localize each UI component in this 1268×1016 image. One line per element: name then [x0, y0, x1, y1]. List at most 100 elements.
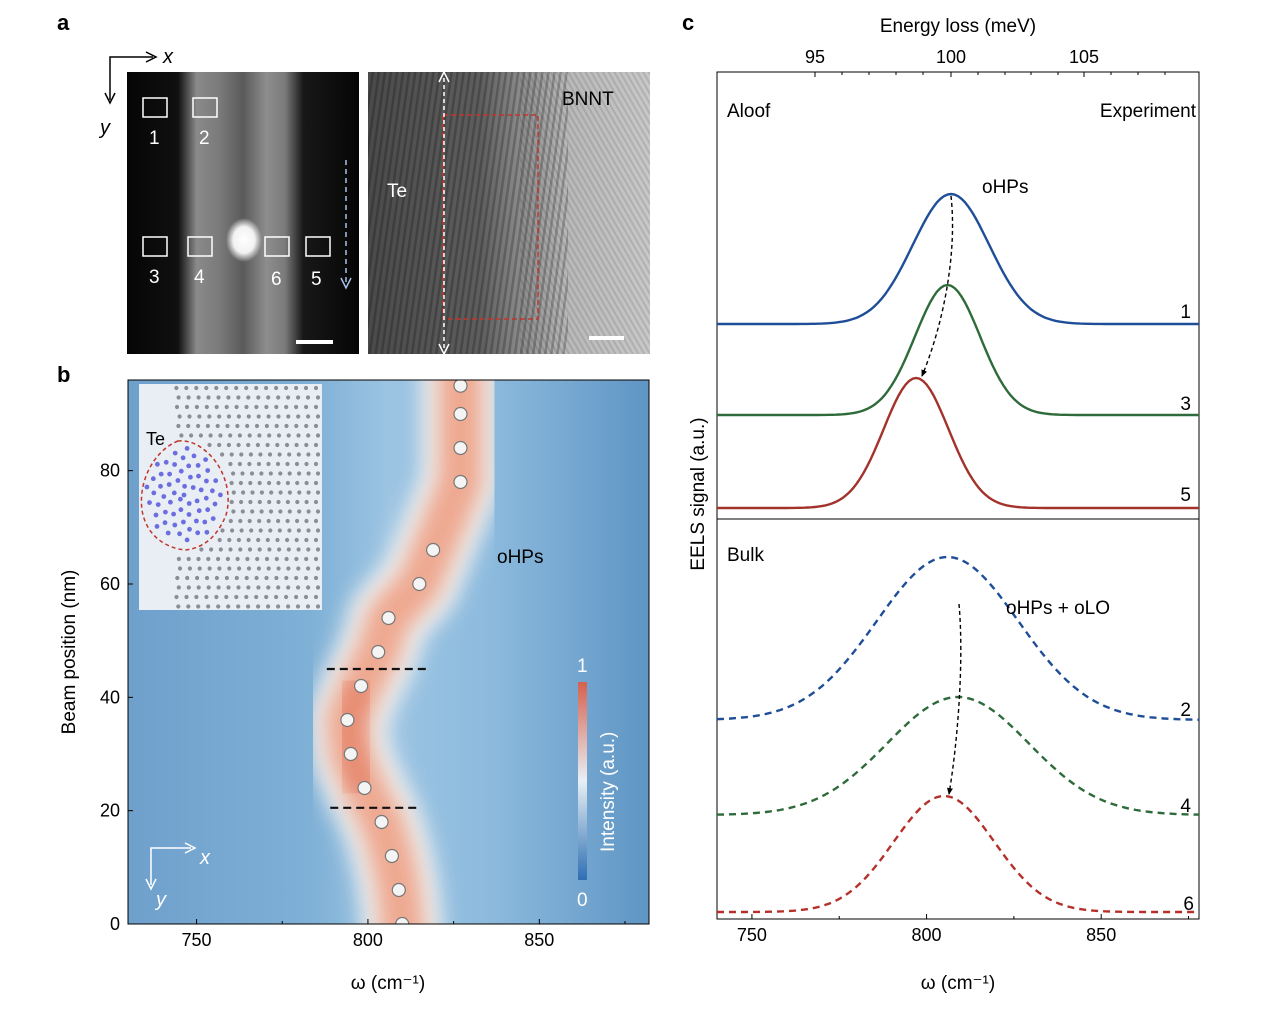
lattice-atom	[255, 556, 260, 562]
lattice-atom	[228, 461, 233, 467]
te-atom	[181, 519, 186, 525]
lattice-atom	[276, 518, 281, 524]
lattice-atom	[226, 604, 231, 609]
lattice-atom	[224, 594, 229, 600]
lattice-atom	[315, 604, 321, 609]
lattice-atom	[206, 604, 211, 609]
lattice-atom	[315, 528, 321, 533]
lattice-atom	[294, 442, 299, 448]
te-atom	[158, 471, 164, 477]
lattice-atom	[216, 585, 221, 590]
lattice-atom	[315, 566, 321, 571]
lattice-atom	[295, 499, 300, 505]
lattice-atom	[294, 594, 299, 600]
te-atom	[161, 494, 167, 499]
lattice-atom	[247, 461, 252, 467]
lattice-atom	[207, 414, 212, 419]
y-tick-label: 20	[100, 801, 120, 821]
te-atom	[195, 530, 201, 536]
lattice-atom	[244, 594, 249, 600]
lattice-atom	[303, 385, 309, 391]
lattice-atom	[256, 414, 261, 419]
te-atom	[203, 457, 209, 462]
lattice-atom	[246, 604, 251, 609]
inset-te-label: Te	[146, 429, 165, 449]
lattice-atom	[267, 499, 272, 505]
lattice-atom	[286, 547, 291, 552]
lattice-atom	[304, 423, 309, 429]
lattice-atom	[176, 585, 181, 590]
probe-box-6	[264, 236, 290, 257]
te-atom	[191, 453, 197, 459]
lattice-atom	[287, 490, 292, 495]
lattice-atom	[294, 575, 299, 581]
lattice-atom	[284, 442, 290, 448]
lattice-atom	[296, 395, 301, 400]
te-atom	[196, 508, 202, 514]
lattice-atom	[226, 395, 231, 400]
lattice-atom	[259, 471, 264, 476]
colorbar-min: 0	[577, 890, 588, 911]
lattice-atom	[278, 490, 283, 495]
te-atom	[162, 520, 168, 526]
lattice-atom	[234, 575, 239, 581]
lattice-atom	[257, 480, 262, 486]
lattice-atom	[294, 385, 299, 391]
lattice-atom	[196, 585, 201, 590]
lattice-atom	[231, 490, 236, 495]
lattice-atom	[294, 556, 299, 562]
spectra-axes: 750 800 850 95 100 105	[737, 47, 1190, 945]
lattice-atom	[244, 385, 249, 391]
te-atom	[158, 483, 163, 489]
lattice-atom	[224, 575, 229, 581]
lattice-atom	[274, 385, 279, 391]
te-atom	[182, 483, 188, 489]
te-atom	[153, 512, 159, 518]
lattice-atom	[287, 452, 292, 457]
lattice-atom	[229, 499, 234, 505]
spectrum-curve-2	[716, 555, 1200, 721]
lattice-atom	[304, 518, 309, 524]
lattice-atom	[236, 585, 241, 590]
lattice-atom	[246, 537, 251, 543]
ohps-label-b: oHPs	[497, 547, 543, 568]
bnnt-label: BNNT	[562, 89, 614, 110]
te-atom	[151, 490, 157, 496]
te-atom	[194, 518, 199, 524]
lattice-atom	[236, 604, 241, 609]
lattice-atom	[276, 395, 281, 400]
lattice-atom	[274, 575, 279, 581]
lattice-atom	[196, 556, 201, 562]
te-atom	[218, 492, 223, 498]
lattice-atom	[313, 537, 319, 543]
y-tick-label: 80	[100, 461, 120, 481]
te-atom	[205, 468, 211, 473]
te-atom	[195, 463, 201, 468]
lattice-atom	[214, 594, 219, 600]
peak-point	[340, 712, 355, 728]
lattice-atom	[177, 566, 183, 571]
te-atom	[202, 519, 208, 525]
peak-point	[453, 406, 468, 422]
lattice-atom	[287, 528, 292, 533]
spectra-curves	[716, 192, 1200, 914]
lattice-atom	[315, 414, 321, 419]
te-atom	[165, 530, 171, 536]
curve-label-6: 6	[1183, 894, 1194, 915]
peak-point	[384, 848, 399, 864]
ylabel-c: EELS signal (a.u.)	[688, 417, 709, 570]
lattice-atom	[256, 395, 261, 400]
peak-shift-arrow	[921, 195, 954, 377]
lattice-atom	[275, 537, 280, 543]
lattice-atom	[184, 385, 189, 391]
lattice-atom	[315, 585, 321, 590]
lattice-atom	[306, 566, 311, 571]
x-tick-label: 850	[1086, 925, 1116, 945]
lattice-atom	[237, 461, 242, 467]
lattice-atom	[277, 452, 282, 457]
lattice-atom	[247, 433, 252, 438]
box-label-2: 2	[199, 128, 210, 149]
lattice-atom	[220, 528, 225, 533]
lattice-atom	[194, 385, 199, 391]
